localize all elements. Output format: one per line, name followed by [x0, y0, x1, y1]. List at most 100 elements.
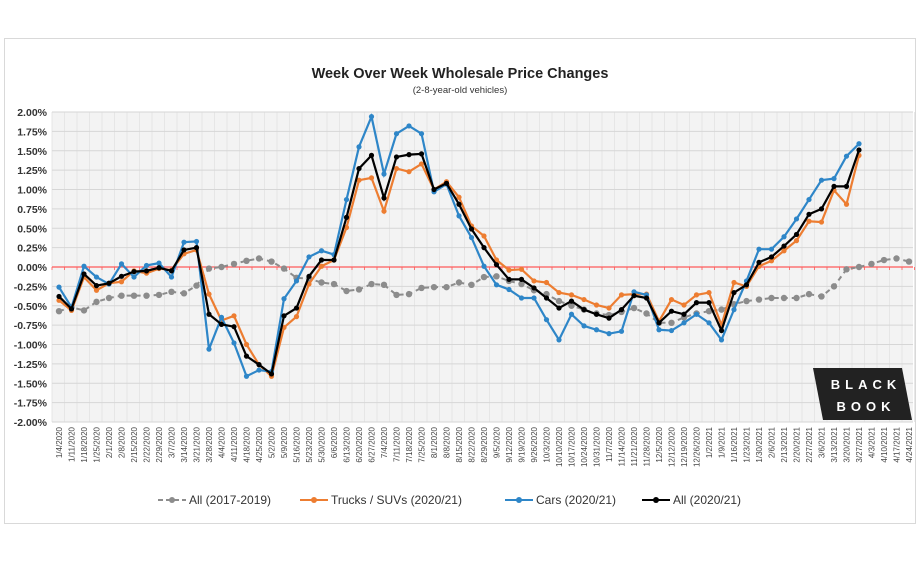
x-tick-label: 3/6/2021 — [818, 426, 827, 458]
data-point — [56, 293, 62, 300]
data-point — [818, 293, 825, 300]
data-point — [806, 211, 812, 217]
data-point — [555, 297, 563, 305]
x-tick-label: 12/12/2020 — [668, 426, 677, 467]
x-tick-label: 2/13/2021 — [780, 426, 789, 462]
data-point — [631, 293, 637, 299]
data-point — [156, 265, 162, 271]
logo-background — [813, 368, 912, 420]
data-point — [718, 337, 725, 343]
data-point — [243, 257, 250, 264]
x-tick-label: 6/20/2020 — [355, 426, 364, 462]
data-point — [843, 153, 850, 159]
data-point — [618, 292, 625, 298]
data-point — [93, 274, 100, 280]
x-tick-label: 3/21/2020 — [193, 426, 202, 462]
data-point — [518, 295, 525, 301]
data-point — [543, 279, 550, 286]
x-tick-label: 8/15/2020 — [455, 426, 464, 462]
data-point — [131, 274, 137, 280]
data-point — [168, 274, 175, 280]
x-tick-label: 10/31/2020 — [593, 426, 602, 467]
data-point — [368, 280, 375, 288]
data-point — [356, 144, 362, 150]
y-tick-label: 0.00% — [17, 262, 47, 274]
data-point — [293, 314, 300, 320]
y-tick-label: -0.25% — [14, 281, 48, 293]
data-point — [630, 304, 638, 312]
data-point — [806, 196, 812, 203]
data-point — [693, 311, 700, 317]
data-point — [668, 308, 675, 314]
x-tick-label: 11/28/2020 — [643, 426, 652, 466]
data-point — [318, 263, 325, 269]
data-point — [743, 282, 750, 288]
data-point — [156, 260, 162, 266]
legend-item: Trucks / SUVs (2020/21) — [300, 493, 462, 507]
x-tick-label: 1/30/2021 — [755, 426, 764, 462]
x-tick-label: 7/18/2020 — [405, 426, 414, 462]
y-tick-label: 1.75% — [17, 126, 47, 138]
data-point — [456, 213, 462, 219]
data-point — [593, 327, 600, 333]
data-point — [118, 279, 125, 285]
y-tick-label: -2.00% — [14, 417, 48, 429]
data-point — [456, 201, 462, 207]
data-point — [556, 305, 562, 311]
data-point — [243, 373, 250, 379]
data-point — [255, 255, 263, 262]
data-point — [731, 307, 737, 313]
data-point — [143, 292, 150, 299]
x-tick-label: 5/9/2020 — [280, 426, 289, 458]
data-point — [656, 327, 662, 333]
legend-item: All (2017-2019) — [158, 493, 271, 507]
legend-swatch-marker — [653, 497, 659, 503]
x-tick-label: 11/21/2020 — [630, 426, 639, 466]
x-tick-label: 7/4/2020 — [380, 426, 389, 458]
x-tick-label: 9/12/2020 — [505, 426, 514, 462]
y-tick-label: -1.00% — [14, 340, 48, 352]
x-tick-label: 1/18/2020 — [80, 426, 89, 462]
data-point — [581, 323, 587, 329]
data-point — [581, 296, 587, 303]
legend-item: Cars (2020/21) — [505, 493, 616, 507]
data-point — [843, 266, 850, 273]
data-point — [93, 298, 100, 306]
data-point — [831, 176, 837, 182]
data-point — [205, 265, 213, 272]
data-point — [543, 317, 550, 323]
data-point — [306, 254, 312, 260]
x-tick-label: 11/14/2020 — [618, 426, 627, 466]
x-tick-label: 12/26/2020 — [693, 426, 702, 467]
data-point — [131, 269, 137, 275]
data-point — [143, 268, 150, 274]
data-point — [218, 321, 225, 327]
x-tick-label: 12/19/2020 — [680, 426, 689, 467]
data-point — [843, 201, 850, 207]
data-point — [643, 310, 650, 317]
x-tick-label: 4/11/2020 — [230, 426, 239, 462]
data-point — [430, 283, 438, 291]
data-point — [556, 289, 562, 296]
logo-line1: BLACK — [831, 377, 902, 392]
data-point — [406, 152, 412, 158]
data-point — [268, 258, 275, 265]
data-point — [118, 273, 125, 279]
data-point — [318, 279, 325, 286]
x-tick-label: 2/20/2021 — [793, 426, 802, 462]
data-point — [293, 305, 300, 311]
data-point — [493, 282, 500, 288]
data-point — [718, 327, 725, 334]
data-point — [643, 295, 650, 301]
y-tick-label: 2.00% — [17, 107, 47, 119]
data-point — [681, 320, 687, 326]
data-point — [731, 289, 737, 296]
data-point — [531, 295, 537, 301]
legend-label: All (2017-2019) — [189, 493, 271, 507]
x-tick-label: 4/3/2021 — [868, 426, 877, 458]
data-point — [656, 320, 662, 326]
data-point — [281, 313, 287, 319]
x-tick-label: 3/27/2021 — [855, 426, 864, 462]
data-point — [393, 291, 400, 299]
data-point — [481, 245, 487, 251]
